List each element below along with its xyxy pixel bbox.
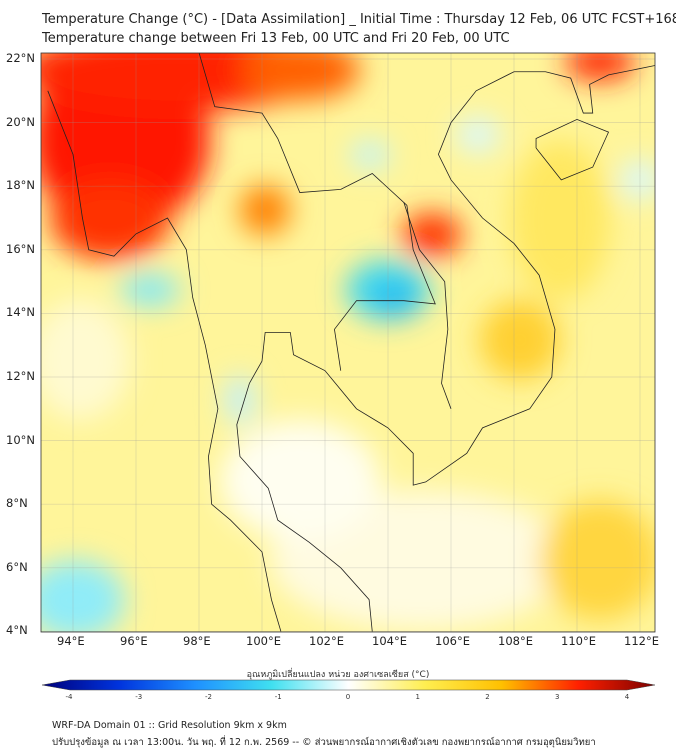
colorbar-tick: -2 bbox=[205, 693, 212, 701]
colorbar-title: อุณหภูมิเปลี่ยนแปลง หน่วย องศาเซลเซียส (… bbox=[246, 670, 430, 680]
colorbar-tick: 0 bbox=[345, 693, 351, 701]
lat-tick-label: 18°N bbox=[6, 178, 35, 193]
lon-tick-label: 104°E bbox=[372, 634, 407, 648]
boundary-line bbox=[198, 53, 436, 371]
lon-tick-label: 98°E bbox=[183, 634, 211, 648]
lon-tick-label: 112°E bbox=[624, 634, 659, 648]
colorbar-tick: -3 bbox=[135, 693, 143, 701]
lat-tick-label: 4°N bbox=[6, 623, 28, 638]
lon-tick-label: 100°E bbox=[246, 634, 281, 648]
lon-tick-label: 106°E bbox=[435, 634, 470, 648]
chart-title: Temperature Change (°C) - [Data Assimila… bbox=[42, 12, 676, 27]
colorbar-tick: 1 bbox=[415, 693, 420, 701]
lon-tick-label: 94°E bbox=[57, 634, 85, 648]
colorbar-tick: 2 bbox=[485, 693, 490, 701]
lat-tick-label: 20°N bbox=[6, 114, 35, 129]
temperature-field bbox=[41, 53, 655, 632]
chart-subtitle: Temperature change between Fri 13 Feb, 0… bbox=[42, 31, 510, 46]
footer-credit: ปรับปรุงข้อมูล ณ เวลา 13:00น. วัน พฤ. ที… bbox=[52, 737, 596, 748]
colorbar-tick: -1 bbox=[274, 693, 282, 701]
lat-tick-label: 16°N bbox=[6, 241, 35, 256]
lat-tick-label: 14°N bbox=[6, 305, 35, 320]
boundary-line bbox=[535, 118, 610, 181]
boundary-line bbox=[403, 201, 452, 409]
lat-tick-label: 8°N bbox=[6, 496, 28, 511]
footer-model-info: WRF-DA Domain 01 :: Grid Resolution 9km … bbox=[52, 720, 287, 731]
boundary-line bbox=[236, 65, 655, 632]
lat-tick-label: 10°N bbox=[6, 432, 35, 447]
lon-tick-label: 108°E bbox=[498, 634, 533, 648]
lon-tick-label: 96°E bbox=[120, 634, 148, 648]
colorbar-tick: -4 bbox=[65, 693, 73, 701]
colorbar-tick: 3 bbox=[555, 693, 560, 701]
boundary-line bbox=[47, 90, 282, 632]
colorbar-tick: 4 bbox=[624, 693, 630, 701]
lon-tick-label: 110°E bbox=[561, 634, 596, 648]
lon-tick-label: 102°E bbox=[309, 634, 344, 648]
lat-tick-label: 12°N bbox=[6, 369, 35, 383]
lat-tick-label: 6°N bbox=[6, 559, 28, 574]
colorbar bbox=[41, 679, 656, 691]
lat-tick-label: 22°N bbox=[6, 51, 35, 65]
